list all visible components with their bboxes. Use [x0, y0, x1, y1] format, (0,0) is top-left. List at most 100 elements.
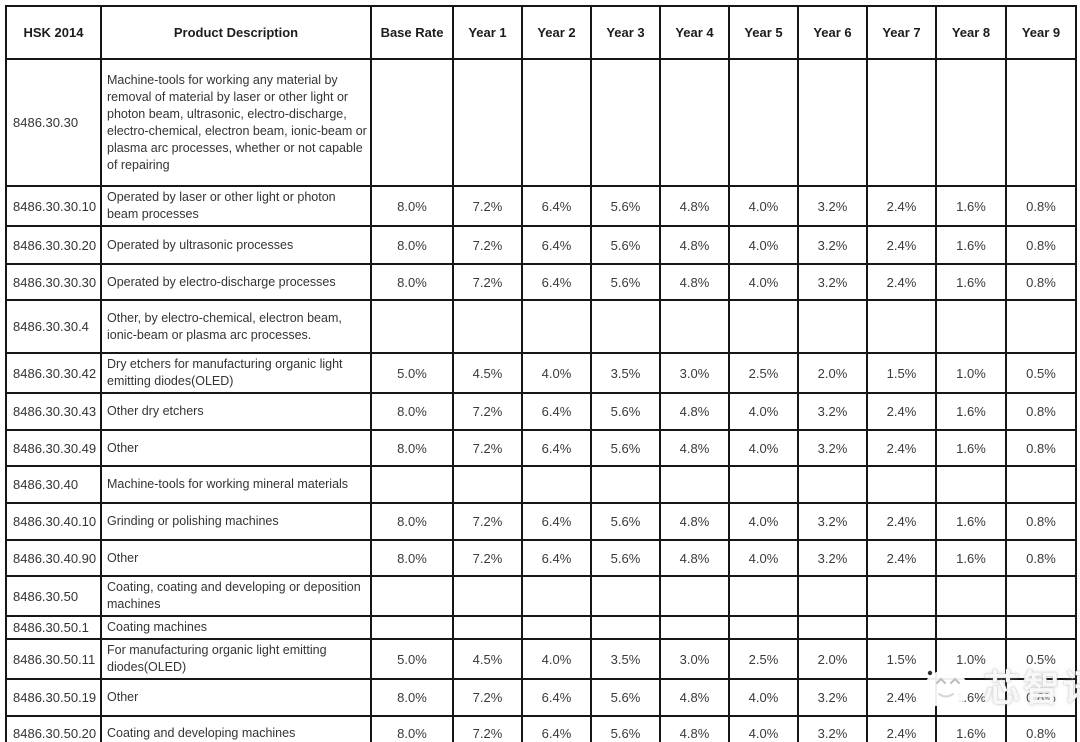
product-description-cell: Operated by laser or other light or phot… — [100, 185, 372, 227]
rate-cell: 5.6% — [590, 502, 661, 541]
rate-cell — [452, 58, 523, 187]
table-header-row: HSK 2014 Product Description Base Rate Y… — [5, 5, 1077, 60]
rate-cell: 2.0% — [797, 638, 868, 680]
rate-cell: 0.8% — [1005, 715, 1077, 742]
product-description-cell: Other dry etchers — [100, 392, 372, 431]
rate-cell — [728, 58, 799, 187]
table-row: 8486.30.30 Machine-tools for working any … — [5, 58, 1077, 187]
rate-cell — [866, 58, 937, 187]
rate-cell: 2.4% — [866, 502, 937, 541]
product-description-cell: For manufacturing organic light emitting… — [100, 638, 372, 680]
rate-cell: 0.5% — [1005, 352, 1077, 394]
rate-cell: 6.4% — [521, 225, 592, 265]
hsk-code-cell: 8486.30.50.11 — [5, 638, 102, 680]
rate-cell — [370, 465, 454, 504]
rate-cell: 0.8% — [1005, 539, 1077, 577]
hsk-code-cell: 8486.30.50.20 — [5, 715, 102, 742]
rate-cell: 4.0% — [521, 352, 592, 394]
rate-cell: 8.0% — [370, 539, 454, 577]
product-description-cell: Coating, coating and developing or depos… — [100, 575, 372, 617]
rate-cell — [1005, 58, 1077, 187]
product-description-cell: Coating and developing machines — [100, 715, 372, 742]
table-row: 8486.30.50.20 Coating and developing mach… — [5, 715, 1077, 742]
rate-cell: 0.8% — [1005, 225, 1077, 265]
table-row: 8486.30.30.49 Other 8.0% 7.2% 6.4% 5.6% 4.8% 4.… — [5, 429, 1077, 467]
rate-cell: 1.0% — [935, 352, 1007, 394]
rate-cell: 3.2% — [797, 263, 868, 301]
product-description-cell: Other — [100, 678, 372, 717]
table-row: 8486.30.30.4 Other, by electro-chemical, … — [5, 299, 1077, 354]
rate-cell — [659, 575, 730, 617]
rate-cell: 4.0% — [728, 225, 799, 265]
rate-cell — [728, 299, 799, 354]
hsk-code-cell: 8486.30.30.42 — [5, 352, 102, 394]
table-row: 8486.30.50.11 For manufacturing organic l… — [5, 638, 1077, 680]
column-header-hsk: HSK 2014 — [5, 5, 102, 60]
column-header-year-5: Year 5 — [728, 5, 799, 60]
table-row: 8486.30.30.10 Operated by laser or other … — [5, 185, 1077, 227]
rate-cell — [452, 615, 523, 640]
rate-cell: 6.4% — [521, 263, 592, 301]
product-description-cell: Other — [100, 539, 372, 577]
rate-cell: 1.6% — [935, 539, 1007, 577]
rate-cell: 2.5% — [728, 352, 799, 394]
rate-cell: 8.0% — [370, 715, 454, 742]
rate-cell: 1.6% — [935, 429, 1007, 467]
rate-cell — [659, 465, 730, 504]
rate-cell: 6.4% — [521, 185, 592, 227]
product-description-cell: Operated by electro-discharge processes — [100, 263, 372, 301]
rate-cell: 1.6% — [935, 678, 1007, 717]
rate-cell: 4.0% — [728, 392, 799, 431]
hsk-code-cell: 8486.30.40.10 — [5, 502, 102, 541]
rate-cell: 0.8% — [1005, 678, 1077, 717]
column-header-year-6: Year 6 — [797, 5, 868, 60]
rate-cell: 3.2% — [797, 502, 868, 541]
rate-cell — [1005, 465, 1077, 504]
rate-cell — [452, 299, 523, 354]
rate-cell: 6.4% — [521, 715, 592, 742]
rate-cell: 4.8% — [659, 263, 730, 301]
product-description-cell: Operated by ultrasonic processes — [100, 225, 372, 265]
rate-cell — [590, 465, 661, 504]
rate-cell: 3.0% — [659, 352, 730, 394]
column-header-year-3: Year 3 — [590, 5, 661, 60]
rate-cell: 4.0% — [728, 539, 799, 577]
rate-cell — [590, 615, 661, 640]
rate-cell: 4.0% — [728, 678, 799, 717]
hsk-code-cell: 8486.30.30 — [5, 58, 102, 187]
table-row: 8486.30.30.43 Other dry etchers 8.0% 7.2% 6.… — [5, 392, 1077, 431]
rate-cell — [370, 299, 454, 354]
rate-cell: 3.2% — [797, 185, 868, 227]
rate-cell: 1.0% — [935, 638, 1007, 680]
rate-cell: 3.2% — [797, 225, 868, 265]
rate-cell: 7.2% — [452, 539, 523, 577]
table-row: 8486.30.30.30 Operated by electro-dischar… — [5, 263, 1077, 301]
rate-cell: 3.5% — [590, 352, 661, 394]
hsk-code-cell: 8486.30.30.30 — [5, 263, 102, 301]
rate-cell: 1.6% — [935, 263, 1007, 301]
rate-cell — [659, 299, 730, 354]
product-description-cell: Machine-tools for working mineral materi… — [100, 465, 372, 504]
rate-cell: 2.4% — [866, 539, 937, 577]
rate-cell — [590, 575, 661, 617]
rate-cell — [521, 58, 592, 187]
table-row: 8486.30.40.90 Other 8.0% 7.2% 6.4% 5.6% 4.8% 4.… — [5, 539, 1077, 577]
rate-cell: 0.8% — [1005, 502, 1077, 541]
rate-cell — [728, 615, 799, 640]
hsk-code-cell: 8486.30.50.1 — [5, 615, 102, 640]
rate-cell: 1.6% — [935, 715, 1007, 742]
rate-cell: 7.2% — [452, 429, 523, 467]
hsk-code-cell: 8486.30.50.19 — [5, 678, 102, 717]
rate-cell — [452, 575, 523, 617]
column-header-year-2: Year 2 — [521, 5, 592, 60]
rate-cell: 3.2% — [797, 678, 868, 717]
rate-cell: 2.4% — [866, 678, 937, 717]
rate-cell — [659, 615, 730, 640]
rate-cell: 7.2% — [452, 263, 523, 301]
rate-cell — [866, 615, 937, 640]
rate-cell: 3.5% — [590, 638, 661, 680]
rate-cell: 4.8% — [659, 225, 730, 265]
rate-cell: 1.5% — [866, 638, 937, 680]
rate-cell: 4.8% — [659, 502, 730, 541]
